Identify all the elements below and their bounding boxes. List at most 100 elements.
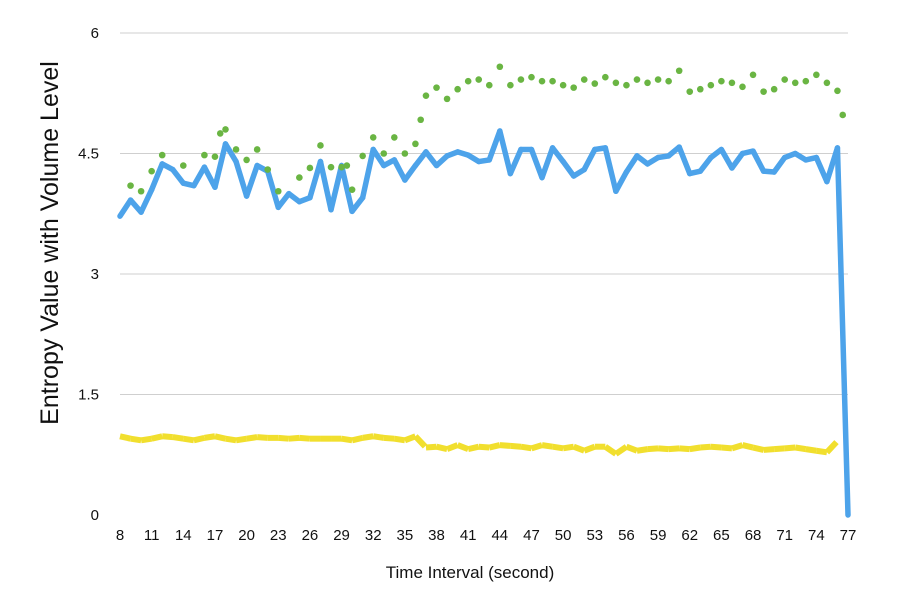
- line-segment: [784, 444, 796, 452]
- line-segment: [338, 162, 355, 215]
- data-point: [422, 92, 430, 99]
- y-tick-labels: 0 1.5 3 4.5 6: [78, 25, 99, 524]
- data-point: [623, 81, 630, 89]
- data-point: [760, 88, 767, 95]
- x-tick-label: 65: [713, 527, 730, 544]
- line-segment: [341, 435, 353, 444]
- data-point: [338, 163, 345, 171]
- data-point: [485, 81, 493, 89]
- x-tick-label: 29: [333, 527, 350, 544]
- line-segment: [191, 164, 208, 189]
- line-segment: [203, 433, 216, 441]
- data-point: [654, 76, 662, 83]
- line-segment: [351, 434, 364, 444]
- x-axis-title: Time Interval (second): [386, 563, 554, 582]
- data-point: [496, 63, 504, 71]
- data-point: [839, 111, 847, 119]
- line-segment: [731, 442, 744, 452]
- line-segment: [530, 442, 543, 452]
- line-segment: [446, 442, 459, 452]
- data-point: [127, 182, 134, 189]
- line-segment: [246, 434, 258, 442]
- data-point: [443, 95, 451, 103]
- line-segment: [549, 145, 566, 165]
- line-segment: [467, 443, 480, 453]
- line-segment: [541, 442, 554, 450]
- line-segment: [264, 168, 282, 211]
- data-point: [464, 77, 472, 85]
- y-tick-label: 1.5: [78, 387, 99, 404]
- line-segment: [520, 443, 532, 452]
- data-point: [834, 87, 841, 95]
- data-point: [633, 76, 641, 83]
- data-point: [517, 76, 525, 83]
- x-tick-label: 59: [650, 527, 667, 544]
- line-segment: [507, 146, 524, 177]
- x-tick-label: 20: [238, 527, 255, 544]
- line-segment: [235, 435, 248, 444]
- data-point: [823, 79, 831, 87]
- x-tick-label: 53: [586, 527, 603, 544]
- x-tick-label: 50: [555, 527, 572, 544]
- line-segment: [697, 154, 714, 174]
- data-point: [433, 84, 440, 91]
- line-segment: [299, 434, 311, 442]
- data-point: [739, 83, 746, 91]
- line-segment: [372, 433, 385, 441]
- data-point: [317, 142, 324, 149]
- line-segment: [362, 433, 374, 441]
- data-point: [243, 156, 250, 164]
- line-segment: [488, 442, 501, 451]
- x-tick-label: 41: [460, 527, 477, 544]
- line-segment: [170, 166, 187, 186]
- line-segment: [256, 434, 268, 441]
- line-segment: [721, 444, 733, 452]
- line-segment: [539, 145, 556, 181]
- line-segment: [403, 433, 417, 444]
- line-segment: [328, 162, 345, 213]
- data-point: [264, 166, 272, 173]
- line-segment: [182, 435, 195, 444]
- data-point: [327, 163, 335, 171]
- data-point: [802, 77, 810, 85]
- data-point: [686, 88, 694, 95]
- line-segment: [773, 445, 785, 453]
- line-segment: [402, 162, 419, 183]
- line-segment: [718, 146, 735, 171]
- x-tick-label: 71: [776, 527, 793, 544]
- data-point: [401, 150, 409, 157]
- line-segment: [423, 149, 440, 169]
- line-segment: [212, 141, 229, 190]
- line-segment: [288, 434, 300, 442]
- data-point: [718, 77, 725, 85]
- line-segment: [560, 158, 577, 179]
- data-point: [602, 73, 609, 81]
- line-segment: [193, 434, 206, 444]
- data-point: [380, 150, 388, 157]
- line-segment: [613, 169, 630, 195]
- data-point: [201, 151, 208, 159]
- y-tick-label: 0: [91, 507, 99, 524]
- line-segment: [317, 158, 334, 213]
- x-tick-label: 8: [116, 527, 124, 544]
- data-point: [158, 151, 166, 159]
- x-tick-label: 56: [618, 527, 635, 544]
- line-segment: [813, 154, 830, 185]
- line-segment: [478, 443, 490, 451]
- line-segment: [689, 444, 701, 453]
- line-segment: [148, 161, 165, 193]
- line-segment: [741, 442, 754, 451]
- line-segment: [413, 434, 429, 450]
- data-point: [507, 81, 514, 89]
- data-point: [644, 79, 651, 87]
- x-tick-label: 44: [491, 527, 508, 544]
- data-point: [306, 164, 314, 172]
- line-segment: [150, 433, 163, 442]
- data-point: [791, 79, 799, 87]
- line-segment: [161, 433, 173, 441]
- line-segment: [562, 443, 575, 452]
- line-segment: [117, 197, 134, 219]
- series-dotted: [127, 63, 847, 195]
- x-tick-label: 62: [681, 527, 698, 544]
- line-segment: [710, 443, 722, 451]
